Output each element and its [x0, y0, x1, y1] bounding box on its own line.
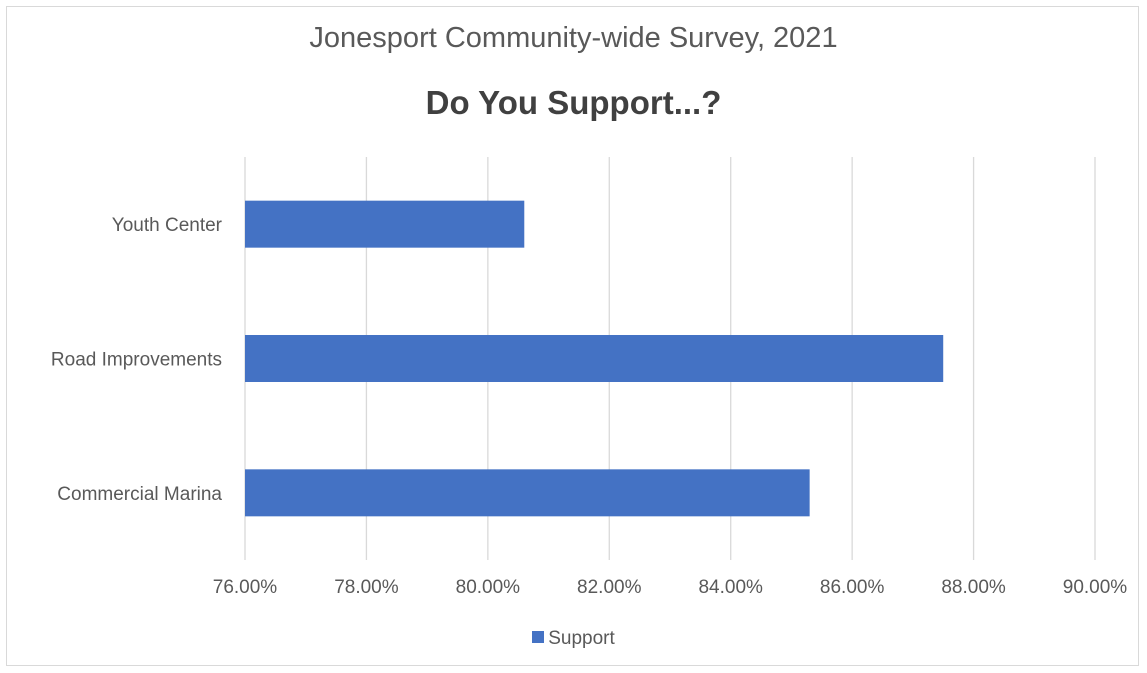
- chart-title: Jonesport Community-wide Survey, 2021: [309, 22, 838, 54]
- legend-label-support: Support: [548, 628, 615, 649]
- x-tick-label-0: 76.00%: [213, 577, 278, 598]
- category-label-0: Youth Center: [112, 215, 223, 236]
- x-tick-label-7: 90.00%: [1063, 577, 1128, 598]
- legend: Support: [0, 628, 1147, 650]
- category-label-1: Road Improvements: [51, 350, 222, 371]
- legend-swatch-support: [532, 630, 545, 643]
- x-tick-label-3: 82.00%: [577, 577, 642, 598]
- x-tick-label-6: 88.00%: [941, 577, 1006, 598]
- category-label-2: Commercial Marina: [57, 484, 222, 505]
- x-tick-label-1: 78.00%: [334, 577, 399, 598]
- bar-1: [245, 335, 944, 382]
- bar-0: [245, 200, 525, 248]
- bar-2: [245, 469, 810, 517]
- x-tick-label-5: 86.00%: [820, 577, 885, 598]
- chart-subtitle: Do You Support...?: [425, 84, 722, 121]
- x-tick-label-4: 84.00%: [698, 577, 763, 598]
- x-tick-label-2: 80.00%: [456, 577, 521, 598]
